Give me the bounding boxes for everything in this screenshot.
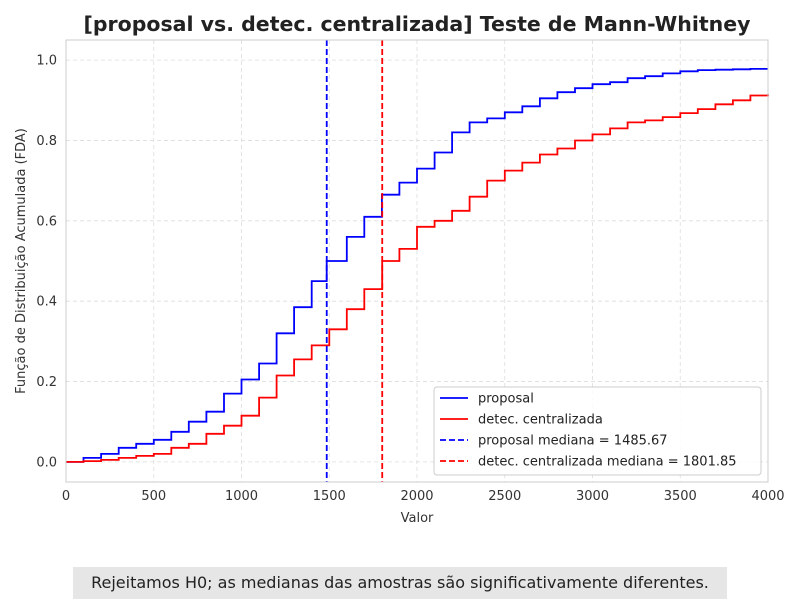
x-tick-label: 2000 bbox=[400, 489, 433, 504]
y-tick-label: 0.6 bbox=[36, 214, 57, 229]
x-tick-label: 2500 bbox=[488, 489, 521, 504]
legend-label: detec. centralizada bbox=[478, 413, 603, 428]
x-axis-label: Valor bbox=[401, 511, 434, 526]
x-tick-label: 4000 bbox=[751, 489, 784, 504]
x-tick-label: 1500 bbox=[313, 489, 346, 504]
x-tick-label: 0 bbox=[62, 489, 70, 504]
legend-box bbox=[433, 386, 762, 476]
y-tick-label: 0.4 bbox=[36, 295, 57, 310]
legend-label: detec. centralizada mediana = 1801.85 bbox=[478, 455, 737, 470]
plot-area: 0 500 1000 1500 2000 2500 3000 3500 4000 0.0 0.2 0.… bbox=[36, 39, 785, 504]
legend-label: proposal mediana = 1485.67 bbox=[478, 434, 668, 449]
x-tick-label: 3000 bbox=[576, 489, 609, 504]
mann-whitney-cdf-chart: [proposal vs. detec. centralizada] Teste… bbox=[14, 12, 785, 526]
plot-frame bbox=[65, 39, 769, 483]
chart-title: [proposal vs. detec. centralizada] Teste… bbox=[83, 12, 750, 36]
y-tick-label: 0.2 bbox=[36, 375, 57, 390]
legend: proposal detec. centralizada proposal medi… bbox=[433, 386, 762, 476]
series-line-proposal bbox=[66, 68, 768, 463]
y-tick-label: 1.0 bbox=[36, 54, 57, 69]
y-tick-label: 0.8 bbox=[36, 134, 57, 149]
y-tick-label: 0.0 bbox=[36, 455, 57, 470]
x-tick-label: 1000 bbox=[225, 489, 258, 504]
x-tick-label: 500 bbox=[141, 489, 166, 504]
x-tick-label: 3500 bbox=[664, 489, 697, 504]
series-line-detec-centralizada bbox=[66, 94, 769, 463]
legend-label: proposal bbox=[478, 392, 534, 407]
conclusion-text: Rejeitamos H0; as medianas das amostras … bbox=[73, 567, 727, 599]
y-axis-label: Função de Distribuição Acumulada (FDA) bbox=[14, 128, 29, 394]
